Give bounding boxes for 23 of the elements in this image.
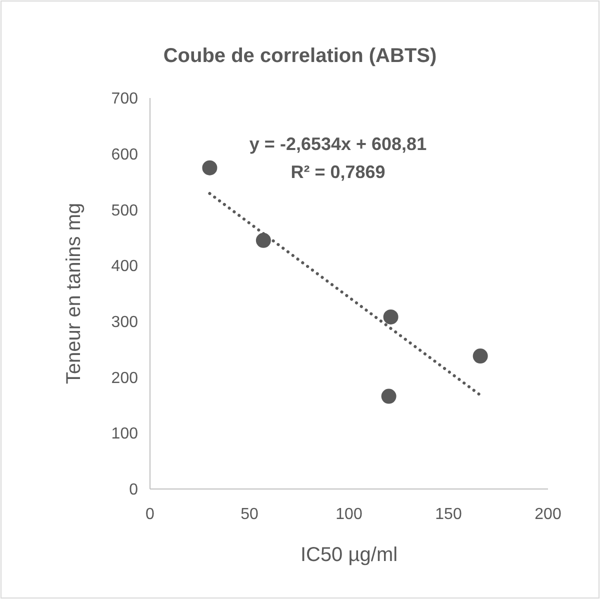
point	[256, 232, 271, 248]
y-axis-title: Teneur en tanins mg	[63, 202, 85, 384]
x-axis-title: IC50 µg/ml	[300, 544, 398, 566]
point	[381, 388, 396, 404]
y-tick-label: 100	[111, 426, 138, 443]
y-tick-label: 0	[129, 482, 138, 499]
y-tick-label: 600	[111, 146, 138, 164]
x-tick-label: 100	[336, 506, 362, 523]
annotation: y = -2,6534x + 608,81	[249, 134, 427, 154]
x-tick-label: 0	[146, 506, 155, 523]
y-tick-label: 300	[111, 314, 138, 332]
x-tick-label: 150	[435, 506, 462, 523]
point	[383, 309, 398, 324]
annotation: R² = 0,7869	[290, 162, 386, 182]
x-tick-label: 50	[240, 506, 258, 523]
y-tick-label: 200	[111, 370, 138, 387]
point	[202, 160, 218, 176]
chart-title: Coube de correlation (ABTS)	[163, 45, 437, 67]
y-tick-label: 400	[111, 258, 138, 276]
point	[472, 348, 488, 364]
y-tick-label: 500	[111, 202, 138, 220]
x-tick-label: 200	[534, 506, 562, 523]
y-tick-label: 700	[111, 90, 138, 108]
